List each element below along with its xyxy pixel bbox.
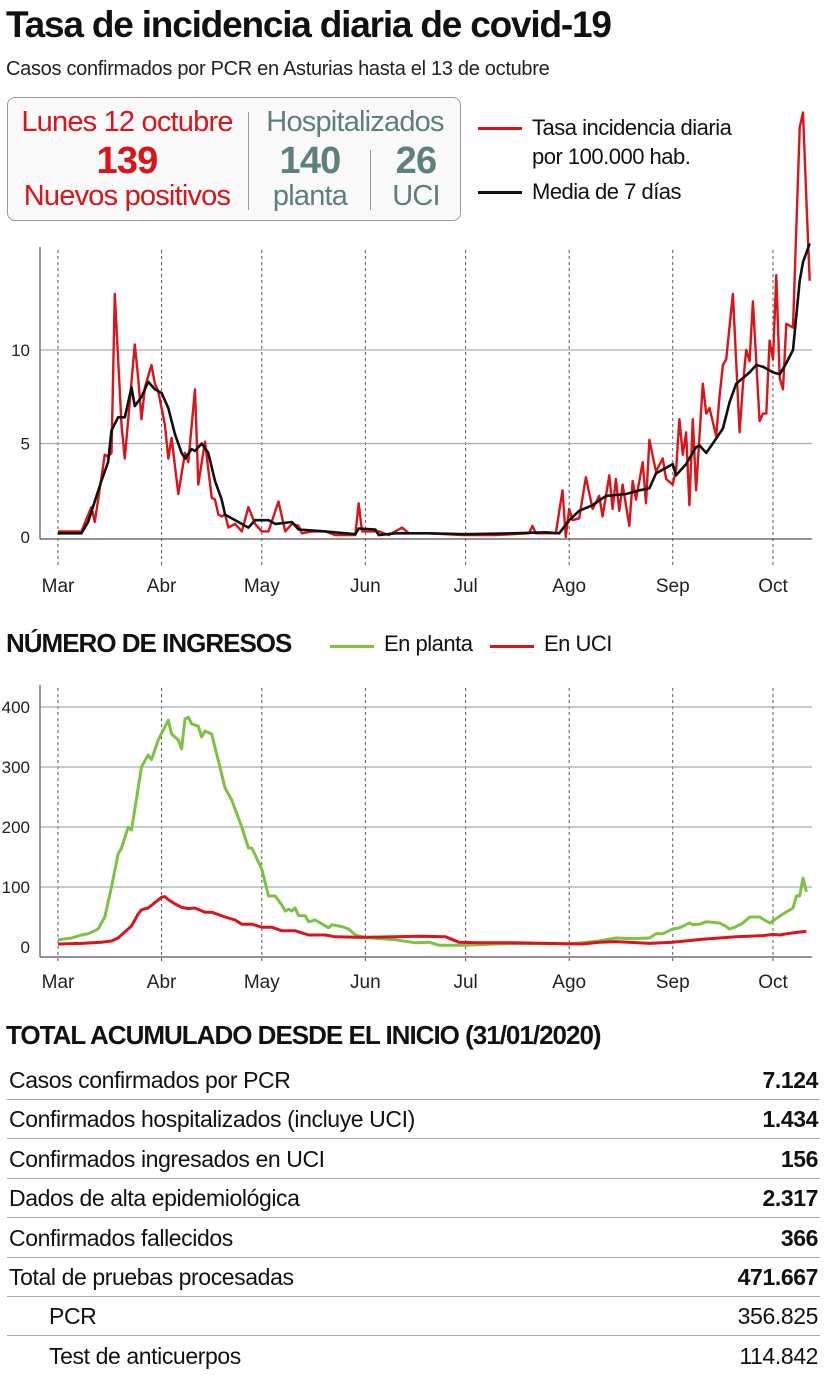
x-tick-label: Abr [147,576,177,597]
admissions-chart: Mar Abr May Jun Jul Ago Sep Oct 0 100 200 300 400 [2,685,812,993]
new-positive-value: 139 [96,140,158,182]
planta-label: planta [272,180,348,212]
x-tick-label: Jun [350,972,381,993]
table-row: Test de anticuerpos 114.842 [7,1336,820,1375]
x-tick-label: Abr [147,972,177,993]
legend-red-swatch [478,127,522,130]
table-row: Casos confirmados por PCR 7.124 [7,1060,820,1100]
x-tick-label: Sep [656,576,690,597]
uci-value: 26 [395,140,437,182]
x-tick-label: Oct [758,972,788,993]
y-tick-label: 5 [21,435,30,454]
x-tick-label: May [244,576,280,597]
row-label: Total de pruebas procesadas [9,1264,294,1290]
row-value: 356.825 [737,1303,819,1330]
x-tick-label: May [244,972,280,993]
table-row: Confirmados ingresados en UCI 156 [7,1139,820,1179]
y-tick-label: 100 [2,878,30,897]
row-label: Test de anticuerpos [49,1342,241,1369]
y-tick-label: 300 [2,758,30,777]
row-label: Confirmados fallecidos [9,1224,233,1251]
series-line-2 [58,242,811,537]
y-tick-label: 10 [11,341,30,360]
divider [370,150,371,210]
row-value: 471.667 [737,1264,819,1290]
legend-incidence-label: Tasa incidencia diaria [532,115,732,140]
table-row: Confirmados hospitalizados (incluye UCI)… [7,1099,820,1140]
y-tick-label: 0 [21,528,30,547]
legend-black-swatch [478,191,522,194]
legend-incidence-label-2: por 100.000 hab. [532,144,691,169]
row-label: Confirmados hospitalizados (incluye UCI) [9,1106,415,1133]
y-tick-label: 0 [21,938,30,957]
x-tick-label: Jul [453,972,477,993]
x-tick-label: Ago [552,972,586,993]
row-label: Dados de alta epidemiológica [9,1185,300,1212]
x-tick-label: Jun [350,576,381,597]
row-value: 7.124 [762,1067,818,1093]
row-value: 156 [780,1145,819,1172]
x-tick-label: Ago [552,576,586,597]
page-title: Tasa de incidencia diaria de covid-19 [6,4,612,45]
series-line-1 [57,715,808,947]
page-subtitle: Casos confirmados por PCR en Asturias ha… [6,58,550,80]
uci-label: UCI [392,180,440,212]
x-tick-label: Mar [42,576,75,597]
table-row: PCR 356.825 [7,1296,820,1337]
x-tick-label: Sep [656,972,690,993]
table-row: Total de pruebas procesadas 471.667 [7,1257,820,1297]
totals-title: TOTAL ACUMULADO DESDE EL INICIO (31/01/2… [6,1020,602,1050]
row-value: 1.434 [762,1106,818,1133]
legend-mean-label: Media de 7 días [532,179,682,204]
y-tick-label: 400 [2,698,30,717]
x-tick-label: Oct [758,576,788,597]
incidence-chart: Mar Abr May Jun Jul Ago Sep Oct 0 5 10 [11,111,812,597]
admissions-title: NÚMERO DE INGRESOS [6,628,292,658]
y-tick-label: 200 [2,818,30,837]
x-tick-label: Jul [453,576,477,597]
hospitalized-label: Hospitalizados [266,106,444,138]
table-row: Dados de alta epidemiológica 2.317 [7,1178,820,1219]
table-row: Confirmados fallecidos 366 [7,1218,820,1258]
summary-box: Lunes 12 octubre 139 Nuevos positivos Ho… [7,97,461,221]
row-value: 2.317 [762,1185,818,1212]
row-label: Casos confirmados por PCR [9,1067,291,1093]
planta-value: 140 [279,140,341,182]
new-positive-label: Nuevos positivos [23,180,231,212]
legend-planta-label: En planta [384,631,473,656]
row-label: Confirmados ingresados en UCI [9,1145,325,1172]
summary-date: Lunes 12 octubre [21,106,233,138]
row-value: 366 [780,1224,819,1251]
row-label: PCR [49,1303,97,1330]
x-tick-label: Mar [42,972,75,993]
legend-uci-swatch [490,645,534,648]
divider [248,112,249,210]
legend-uci-label: En UCI [544,631,612,656]
legend-planta-swatch [330,645,374,648]
series-line-2 [57,895,807,946]
row-value: 114.842 [739,1342,818,1369]
